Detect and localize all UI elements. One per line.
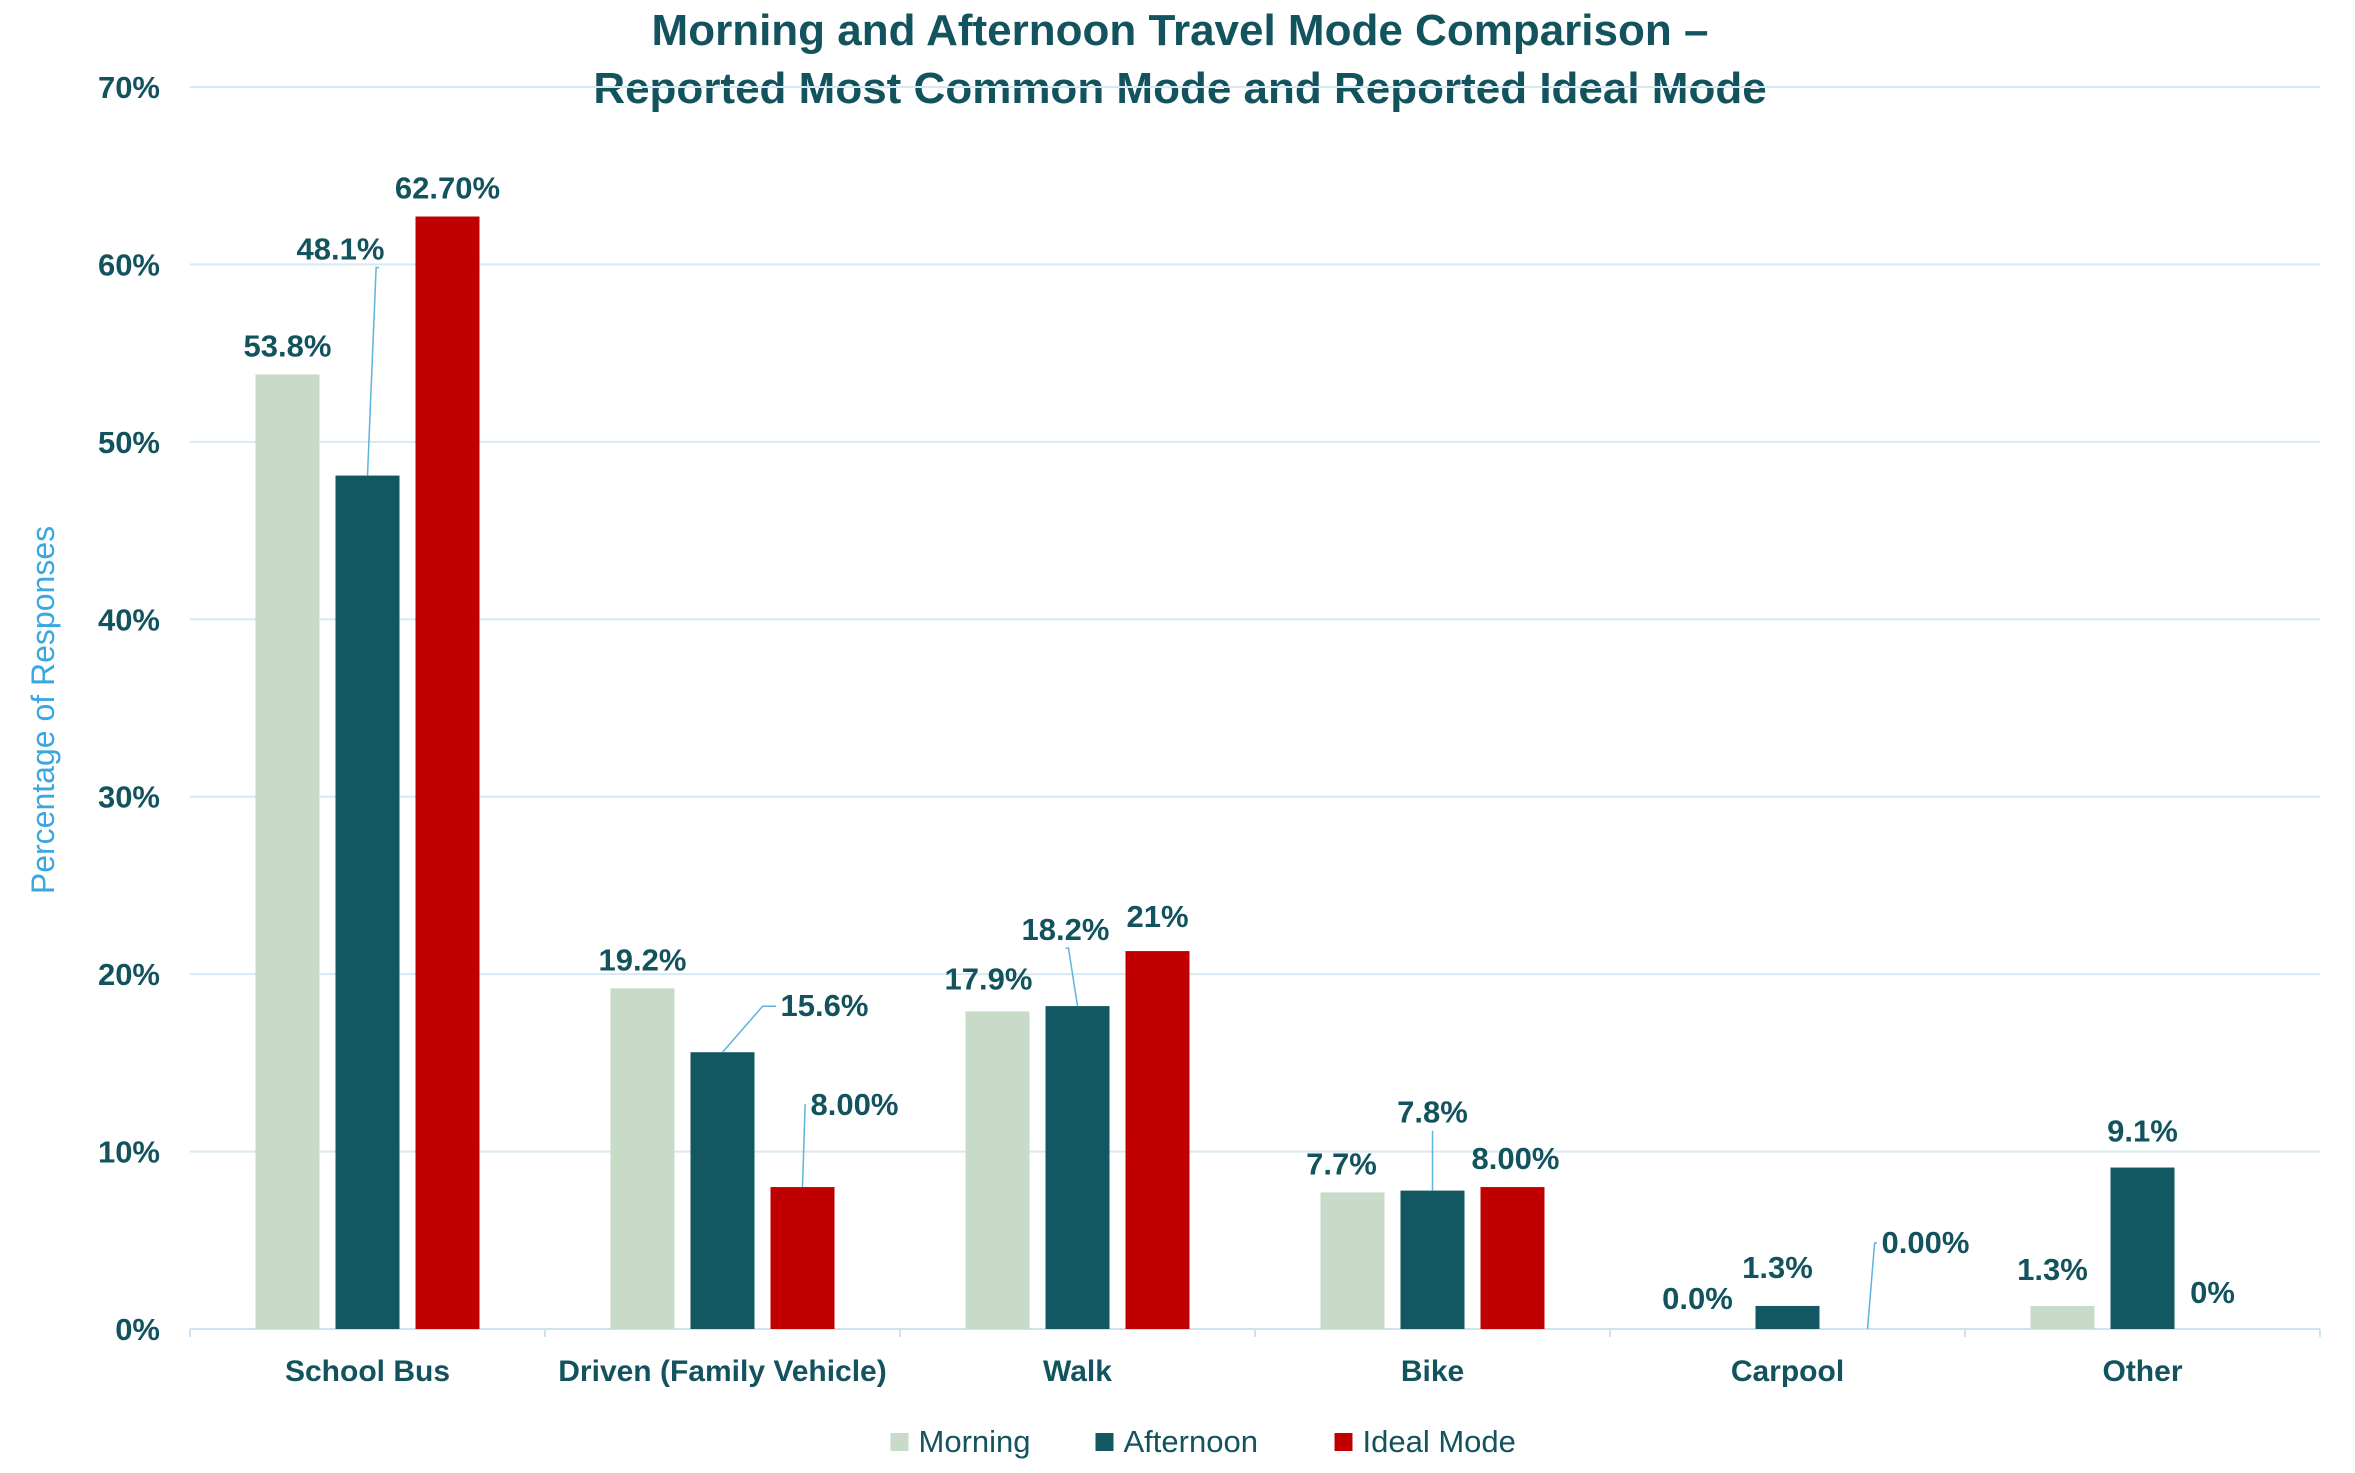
data-label: 48.1% [297, 232, 385, 267]
chart-title-line-1: Morning and Afternoon Travel Mode Compar… [652, 6, 1709, 55]
label-leader-line [1866, 1242, 1877, 1330]
x-tick-label: Other [2102, 1355, 2182, 1388]
bars [255, 216, 2175, 1330]
x-tick-label: School Bus [285, 1355, 450, 1388]
x-tick-label: Walk [1043, 1355, 1112, 1388]
data-label: 7.8% [1397, 1095, 1468, 1130]
legend-label: Afternoon [1124, 1424, 1258, 1459]
data-label: 53.8% [244, 328, 332, 363]
data-label: 9.1% [2107, 1114, 2178, 1149]
y-tick-label: 60% [98, 247, 160, 282]
legend: Morning Afternoon Ideal Mode [890, 1424, 1516, 1459]
bar-afternoon [1045, 1006, 1110, 1329]
bar-afternoon [1400, 1190, 1465, 1329]
x-tick-label: Carpool [1731, 1355, 1844, 1388]
bar-afternoon [335, 475, 400, 1329]
gridlines [189, 86, 2321, 1337]
data-label: 8.00% [811, 1087, 899, 1122]
bar-afternoon [2110, 1167, 2175, 1329]
data-label: 62.70% [395, 171, 500, 206]
y-tick-label: 40% [98, 602, 160, 637]
label-leader-line [721, 1005, 776, 1053]
data-label: 18.2% [1022, 912, 1110, 947]
data-labels: 53.8% 48.1% 62.70% 19.2% 15.6% 8.00% 17.9% 18.2… [244, 171, 2235, 1316]
bar-afternoon [690, 1052, 755, 1329]
legend-swatch [1095, 1433, 1114, 1451]
data-label: 1.3% [1742, 1250, 1813, 1285]
data-label: 0.0% [1662, 1281, 1733, 1316]
bar-morning [610, 988, 675, 1329]
data-label: 17.9% [945, 961, 1033, 996]
y-axis-ticks: 0% 10% 20% 30% 40% 50% 60% 70% [98, 70, 160, 1347]
legend-label: Morning [919, 1424, 1031, 1459]
x-axis-ticks: School Bus Driven (Family Vehicle) Walk Bik… [285, 1355, 2183, 1388]
bar-ideal-mode [415, 216, 480, 1330]
bar-morning [1320, 1192, 1385, 1329]
legend-swatch [890, 1433, 909, 1451]
bar-morning [255, 374, 320, 1329]
bar-morning [965, 1011, 1030, 1329]
x-tick-label: Driven (Family Vehicle) [558, 1355, 886, 1388]
y-tick-label: 50% [98, 425, 160, 460]
legend-label: Ideal Mode [1363, 1424, 1516, 1459]
data-label: 0% [2190, 1275, 2235, 1310]
x-tick-label: Bike [1401, 1355, 1464, 1388]
bar-morning [2030, 1305, 2095, 1329]
y-axis-label: Percentage of Responses [25, 526, 61, 894]
data-label: 8.00% [1472, 1141, 1560, 1176]
bar-ideal-mode [1480, 1187, 1545, 1329]
legend-swatch [1334, 1433, 1353, 1451]
data-label: 7.7% [1306, 1146, 1377, 1181]
label-leader-lines [366, 266, 1877, 1330]
label-leader-line [366, 266, 379, 476]
y-tick-label: 0% [115, 1312, 160, 1347]
data-label: 0.00% [1882, 1225, 1970, 1260]
y-tick-label: 20% [98, 957, 160, 992]
bar-ideal-mode [1125, 951, 1190, 1329]
bar-afternoon [1755, 1305, 1820, 1329]
data-label: 15.6% [781, 988, 869, 1023]
data-label: 1.3% [2017, 1252, 2088, 1287]
y-tick-label: 10% [98, 1135, 160, 1170]
label-leader-line [1065, 947, 1079, 1007]
bar-ideal-mode [770, 1187, 835, 1329]
chart-title-line-2: Reported Most Common Mode and Reported I… [593, 64, 1766, 113]
label-leader-line [801, 1104, 806, 1188]
y-tick-label: 70% [98, 70, 160, 105]
data-label: 19.2% [599, 942, 687, 977]
data-label: 21% [1126, 899, 1188, 934]
y-tick-label: 30% [98, 780, 160, 815]
